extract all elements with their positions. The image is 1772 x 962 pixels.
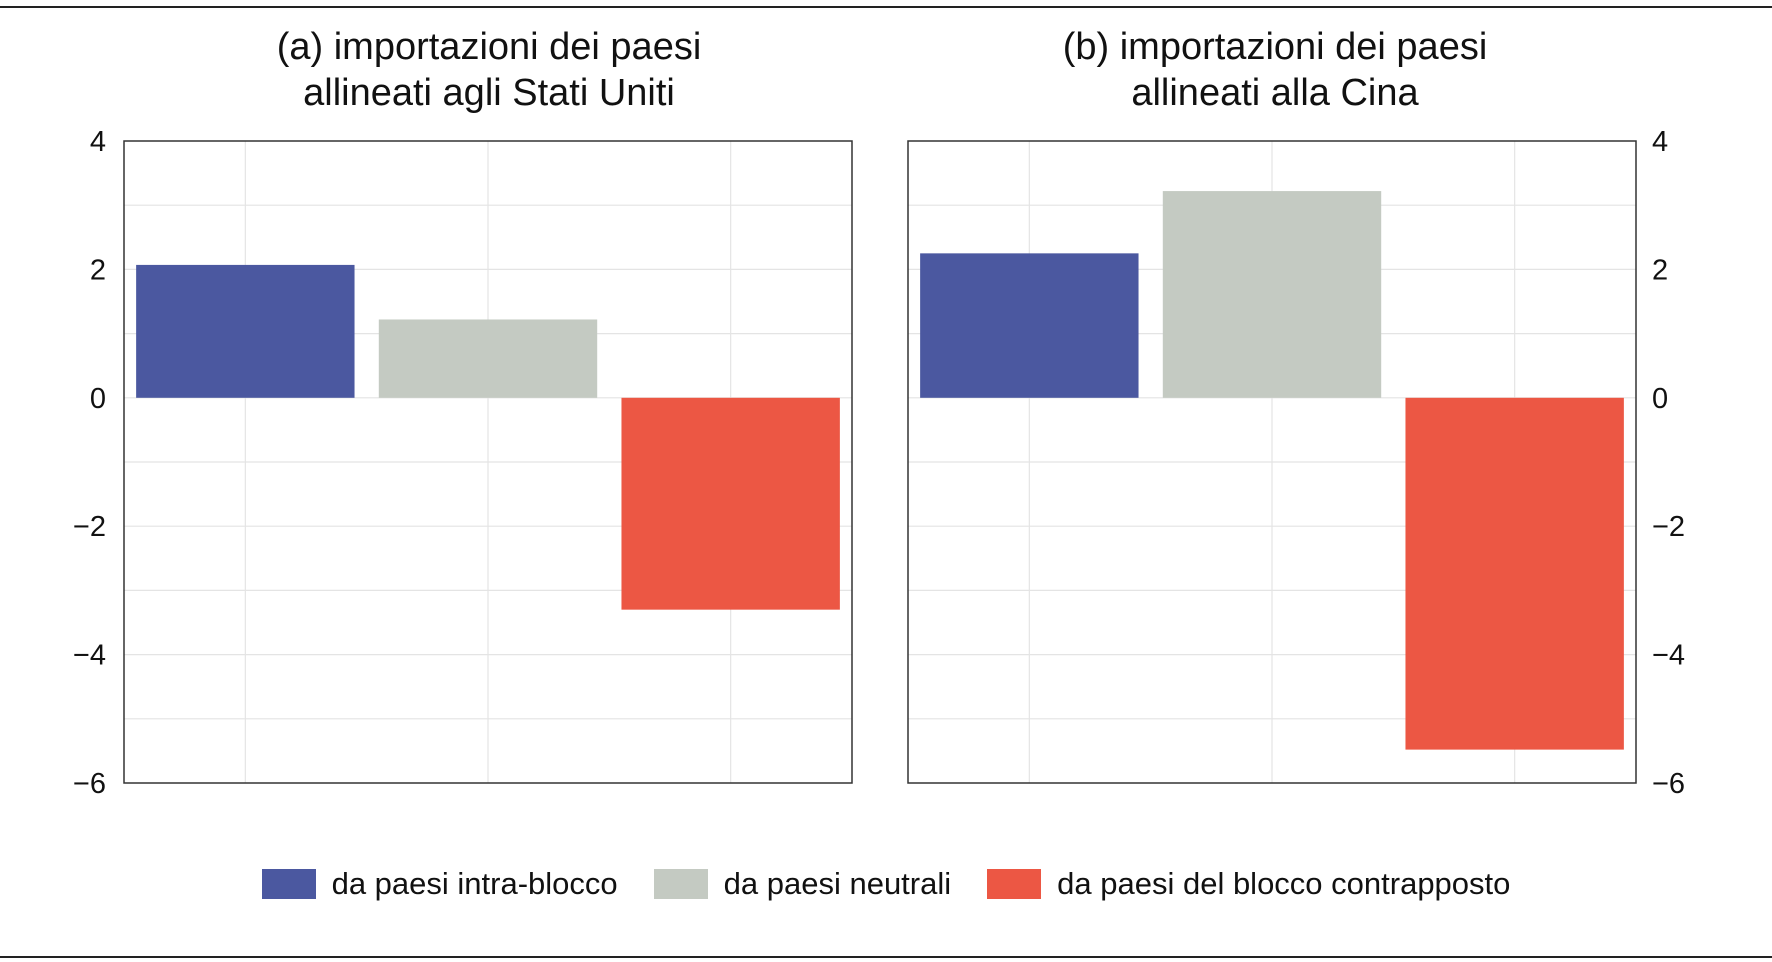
panel-b-bar-blocco-contrapposto — [1405, 397, 1624, 750]
panel-b-y-tick-label: 0 — [1652, 383, 1668, 415]
panel-b-bar-intra-blocco — [920, 253, 1139, 398]
legend-swatch-blocco-contrapposto — [987, 869, 1042, 899]
panel-a-y-tick-label: −6 — [73, 768, 106, 800]
panel-b-title: (b) importazioni dei paesi allineati all… — [910, 24, 1640, 116]
legend-item-neutrali: da paesi neutrali — [653, 866, 952, 902]
panel-a-bar-blocco-contrapposto — [621, 397, 840, 610]
panel-b-y-tick-label: −6 — [1652, 768, 1685, 800]
panel-a-bar-intra-blocco — [136, 264, 355, 398]
panel-b-y-tick-label: −4 — [1652, 640, 1685, 672]
legend-label-blocco-contrapposto: da paesi del blocco contrapposto — [1057, 866, 1511, 901]
panel-b-y-tick-label: −2 — [1652, 511, 1685, 543]
panel-b-frame — [907, 140, 1637, 784]
panel-a-title: (a) importazioni dei paesi allineati agl… — [124, 24, 854, 116]
panel-a-y-tick-label: −2 — [73, 511, 106, 543]
panel-b-title-line-1: (b) importazioni dei paesi — [1062, 26, 1488, 68]
bottom-rule — [0, 956, 1772, 958]
panel-b-y-tick-label: 2 — [1652, 254, 1668, 286]
panel-a-y-tick-label: 4 — [90, 126, 106, 158]
panel-a-y-tick-label: 0 — [90, 383, 106, 415]
panel-a-y-tick-label: 2 — [90, 254, 106, 286]
legend-label-neutrali: da paesi neutrali — [723, 866, 952, 901]
panel-a-y-tick-label: −4 — [73, 640, 106, 672]
top-rule — [0, 6, 1772, 8]
legend-item-blocco-contrapposto: da paesi del blocco contrapposto — [987, 866, 1510, 902]
legend-swatch-intra-blocco — [261, 869, 316, 899]
panel-a-bar-neutrali — [378, 319, 598, 398]
legend: da paesi intra-blocco da paesi neutrali … — [0, 866, 1772, 902]
panel-a-title-line-1: (a) importazioni dei paesi — [276, 26, 702, 68]
panel-a-title-line-2: allineati agli Stati Uniti — [303, 72, 675, 114]
panel-b-y-tick-label: 4 — [1652, 126, 1668, 158]
panel-b-title-line-2: allineati alla Cina — [1131, 72, 1419, 114]
legend-swatch-neutrali — [653, 869, 708, 899]
panel-b-bar-neutrali — [1162, 191, 1382, 398]
legend-item-intra-blocco: da paesi intra-blocco — [261, 866, 618, 902]
legend-label-intra-blocco: da paesi intra-blocco — [331, 866, 618, 901]
bar-chart-panels: 4 2 0 −2 −4 −6 4 2 0 −2 −4 −6 — [73, 126, 1685, 800]
panel-a-frame — [123, 140, 853, 784]
